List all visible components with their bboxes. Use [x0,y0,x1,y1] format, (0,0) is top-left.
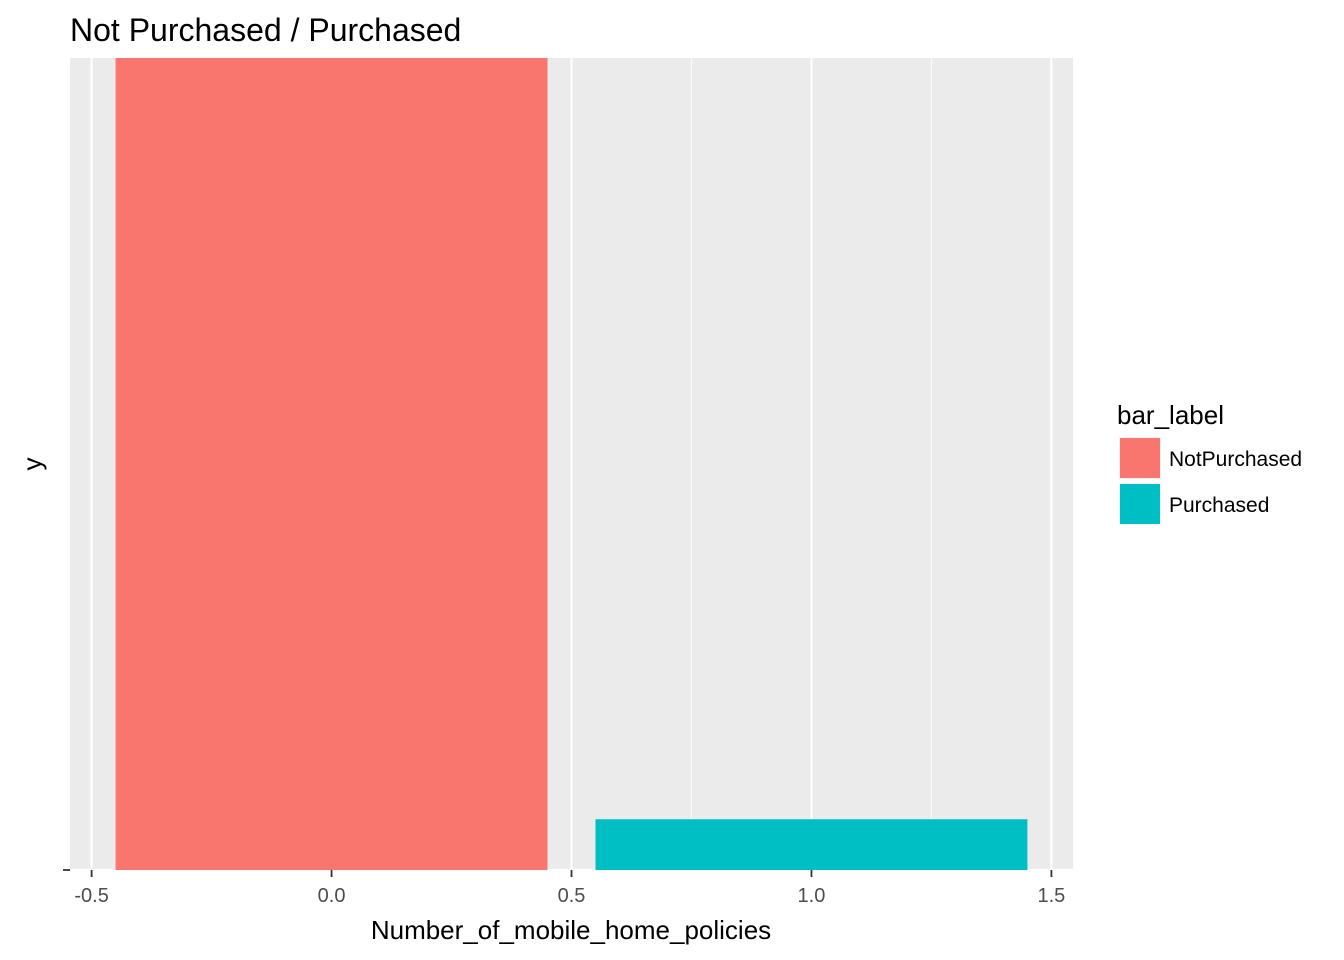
y-axis-label: y [17,458,47,471]
x-tick-label: -0.5 [74,885,108,907]
bars [115,58,1028,870]
x-tick-label: 0.5 [558,885,586,907]
legend-title: bar_label [1117,400,1224,430]
x-tick-label: 0.0 [318,885,346,907]
legend-swatch-notpurchased [1120,438,1160,478]
legend-label-notpurchased: NotPurchased [1169,448,1302,471]
bar-purchased [595,819,1028,870]
x-tick-label: 1.5 [1037,885,1065,907]
chart-title: Not Purchased / Purchased [70,12,461,48]
legend: bar_label NotPurchased Purchased [1117,400,1302,525]
legend-swatch-purchased [1120,484,1160,524]
x-axis-label: Number_of_mobile_home_policies [371,915,771,945]
x-tick-label: 1.0 [798,885,826,907]
legend-label-purchased: Purchased [1169,494,1269,517]
bar-notpurchased [115,58,548,870]
ticks [63,869,1053,877]
tick-labels: -0.5 0.0 0.5 1.0 1.5 [74,885,1065,907]
